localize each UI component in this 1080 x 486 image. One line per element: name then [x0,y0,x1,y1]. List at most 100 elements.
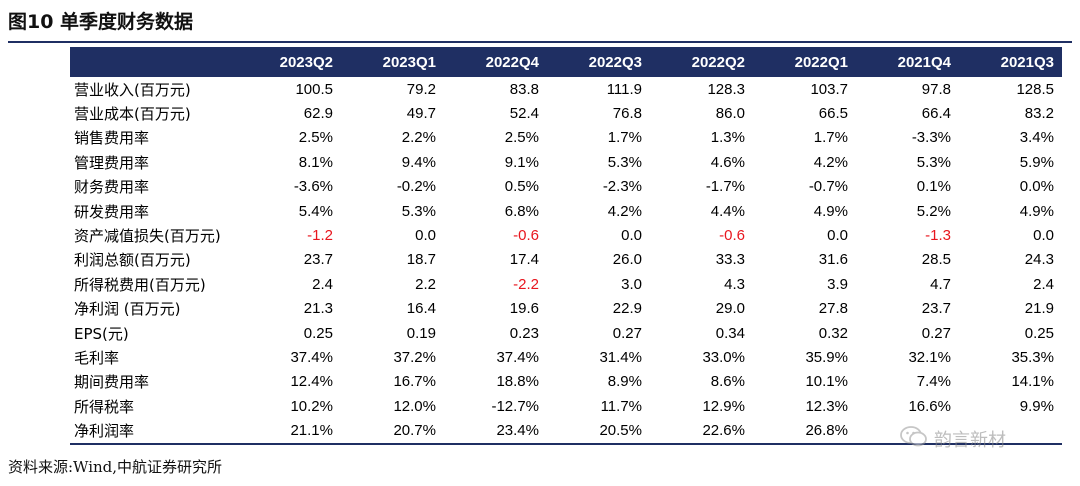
row-label: 净利润 (百万元) [74,300,181,319]
value-cell: 128.3 [707,80,745,98]
value-cell: 2.4 [1033,275,1054,293]
header-cell: 2021Q3 [959,47,1062,77]
header-cell: 2022Q3 [547,47,650,77]
value-cell: 9.4% [401,153,436,171]
value-cell: -1.7% [705,178,745,196]
value-cell: 8.6% [710,373,745,391]
table-row: EPS(元) 0.25 0.19 0.23 0.27 0.34 0.32 0.27 0.25 [70,321,1062,345]
value-cell: 49.7 [406,105,436,123]
value-cell: 0.32 [818,324,848,342]
value-cell: 4.9% [813,202,848,220]
value-cell: 16.7% [393,373,436,391]
value-cell: 8.1% [298,153,333,171]
header-cell: 2021Q4 [856,47,959,77]
value-cell: 31.4% [599,348,642,366]
value-cell: 0.34 [715,324,745,342]
value-cell: 79.2 [406,80,436,98]
value-cell: 0.0 [621,227,642,245]
value-cell: 1.3% [710,129,745,147]
value-cell: 37.4% [496,348,539,366]
table-row: 期间费用率 12.4% 16.7% 18.8% 8.9% 8.6% 10.1% 7.4% 14.… [70,370,1062,394]
value-cell: -0.6 [513,227,539,245]
value-cell: 16.4 [406,300,436,318]
value-cell: 6.8% [504,202,539,220]
value-cell: -0.2% [396,178,436,196]
value-cell: 35.3% [1011,348,1054,366]
value-cell: 21.9 [1024,300,1054,318]
value-cell: -12.7% [491,397,539,415]
header-cell: 2022Q4 [444,47,547,77]
value-cell: 5.2% [916,202,951,220]
value-cell: 111.9 [606,80,642,98]
value-cell: 9.1% [504,153,539,171]
watermark: 韵言新材 [900,424,1050,454]
value-cell: 52.4 [509,105,539,123]
value-cell: 0.23 [509,324,539,342]
value-cell: 2.2% [401,129,436,147]
value-cell: -1.2 [307,227,333,245]
table-row: 资产减值损失(百万元) -1.2 0.0 -0.6 0.0 -0.6 0.0 -1.3 0.0 [70,223,1062,247]
value-cell: -0.6 [719,227,745,245]
header-cell: 2022Q1 [753,47,856,77]
value-cell: 31.6 [818,251,848,269]
value-cell: -2.3% [602,178,642,196]
value-cell: 66.4 [921,105,951,123]
value-cell: 4.7 [930,275,951,293]
value-cell: 5.3% [916,153,951,171]
value-cell: 66.5 [818,105,848,123]
row-label: 利润总额(百万元) [74,251,191,270]
value-cell: 20.5% [547,418,650,445]
value-cell: 14.1% [1011,373,1054,391]
value-cell: 22.9 [612,300,642,318]
value-cell [959,418,1062,445]
value-cell: 12.3% [805,397,848,415]
value-cell: 18.7 [406,251,436,269]
value-cell: 0.1% [916,178,951,196]
value-cell: 4.2% [607,202,642,220]
value-cell: 0.0% [1019,178,1054,196]
value-cell: 3.9 [827,275,848,293]
value-cell: 5.3% [401,202,436,220]
row-label: EPS(元) [74,324,129,343]
value-cell: 33.3 [715,251,745,269]
row-label: 营业收入(百万元) [74,80,191,99]
value-cell: 22.6% [650,418,753,445]
row-label: 研发费用率 [74,202,150,221]
value-cell: 7.4% [916,373,951,391]
value-cell: 2.2 [415,275,436,293]
value-cell: 0.5% [504,178,539,196]
row-label: 财务费用率 [74,178,150,197]
header-cell: 2023Q2 [238,47,341,77]
value-cell: 97.8 [921,80,951,98]
value-cell: 0.0 [415,227,436,245]
value-cell: 19.6 [509,300,539,318]
value-cell: 20.7% [341,418,444,445]
value-cell: 23.7 [303,251,333,269]
value-cell: -3.6% [293,178,333,196]
row-label: 净利润率 [70,418,238,445]
value-cell: 2.5% [298,129,333,147]
value-cell: 128.5 [1016,80,1054,98]
value-cell: 0.0 [827,227,848,245]
value-cell: 32.1% [908,348,951,366]
table-row: 毛利率 37.4% 37.2% 37.4% 31.4% 33.0% 35.9% 32.1% 35… [70,345,1062,369]
row-label: 营业成本(百万元) [74,105,191,124]
value-cell: 5.4% [298,202,333,220]
table-row: 销售费用率 2.5% 2.2% 2.5% 1.7% 1.3% 1.7% -3.3% 3.4% [70,126,1062,150]
value-cell: 2.4 [312,275,333,293]
value-cell: 12.4% [290,373,333,391]
row-label: 毛利率 [74,348,120,367]
value-cell: -2.2 [513,275,539,293]
table-row: 研发费用率 5.4% 5.3% 6.8% 4.2% 4.4% 4.9% 5.2% 4.9% [70,199,1062,223]
value-cell: 0.25 [1024,324,1054,342]
value-cell: 17.4 [509,251,539,269]
value-cell: 26.8% [753,418,856,445]
value-cell: 100.5 [295,80,333,98]
value-cell: 11.7% [600,397,642,415]
value-cell: 10.1% [805,373,848,391]
value-cell: 0.0 [1033,227,1054,245]
value-cell: 9.9% [1019,397,1054,415]
value-cell: 35.9% [805,348,848,366]
value-cell: 26.0 [612,251,642,269]
value-cell: 5.3% [607,153,642,171]
